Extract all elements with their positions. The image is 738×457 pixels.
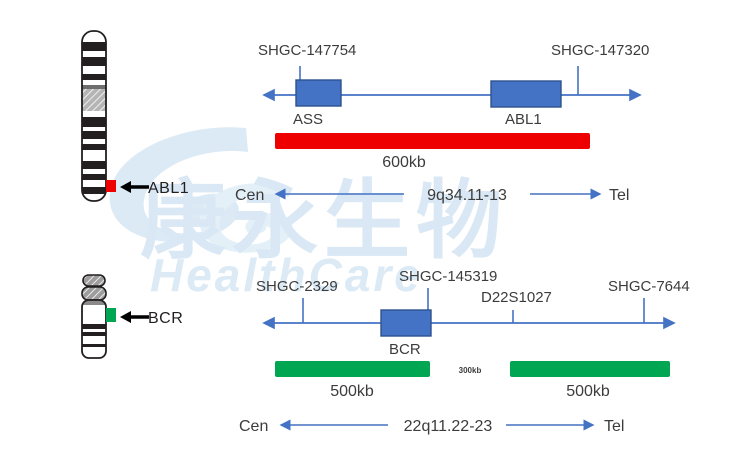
probe-bar-size-600kb: 600kb [382, 154, 426, 171]
probe-label-d22s1027: D22S1027 [481, 289, 552, 306]
probe-label-shgc-7644: SHGC-7644 [608, 278, 690, 295]
bcr-track: SHGC-2329 SHGC-145319 D22S1027 SHGC-7644… [239, 268, 690, 435]
gene-label-bcr: BCR [389, 341, 421, 358]
cytoband-label-9q34: 9q34.11-13 [427, 187, 507, 204]
ideogram-label-abl1: ABL1 [148, 180, 190, 197]
probe-bar-green-left-500kb [275, 361, 430, 377]
probe-gap-size-300kb: 300kb [459, 366, 482, 375]
orientation-tel-abl1: Tel [609, 187, 629, 204]
gene-box-abl1 [490, 80, 562, 108]
probe-bar-red-600kb [275, 133, 590, 149]
probe-bar-size-right-500kb: 500kb [566, 383, 610, 400]
abl1-track: SHGC-147754 SHGC-147320 ASS ABL1 600kb C… [235, 42, 649, 204]
orientation-cen-bcr: Cen [239, 418, 268, 435]
probe-label-shgc-147320: SHGC-147320 [551, 42, 649, 59]
ideogram-chromosome-22 [81, 274, 116, 359]
probe-label-shgc-2329: SHGC-2329 [256, 278, 338, 295]
gene-label-abl1: ABL1 [505, 111, 542, 128]
arrow-to-abl1 [120, 181, 149, 193]
locus-marker-bcr [106, 308, 116, 322]
cytoband-label-22q11: 22q11.22-23 [404, 418, 493, 435]
ideogram-label-bcr: BCR [148, 310, 184, 327]
probe-bar-size-left-500kb: 500kb [330, 383, 374, 400]
gene-label-ass: ASS [293, 111, 323, 128]
arrow-to-bcr [120, 311, 149, 323]
probe-label-shgc-147754: SHGC-147754 [258, 42, 356, 59]
orientation-cen-abl1: Cen [235, 187, 264, 204]
ideogram-chromosome-9 [81, 30, 116, 202]
probe-bar-green-right-500kb [510, 361, 670, 377]
orientation-tel-bcr: Tel [604, 418, 624, 435]
probe-label-shgc-145319: SHGC-145319 [399, 268, 497, 285]
gene-box-bcr [380, 309, 432, 337]
locus-marker-abl1 [106, 180, 116, 192]
gene-box-ass [295, 79, 342, 107]
